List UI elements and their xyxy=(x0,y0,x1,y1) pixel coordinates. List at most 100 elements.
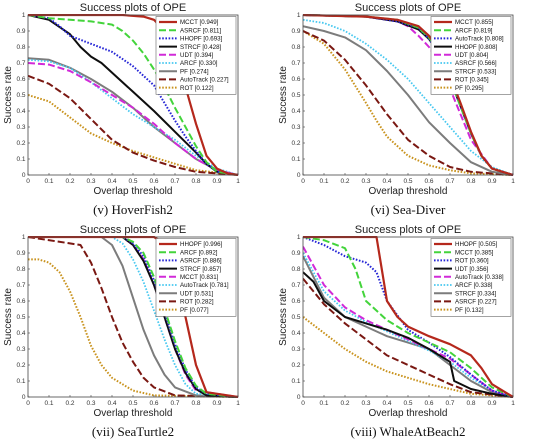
y-tick-label: 0.5 xyxy=(291,92,300,99)
x-tick-label: 0.3 xyxy=(86,400,95,407)
x-tick-label: 0 xyxy=(26,400,30,407)
x-tick-label: 0 xyxy=(26,178,30,185)
y-axis-label: Success rate xyxy=(278,66,289,124)
legend-entry: AutoTrack [0.227] xyxy=(180,77,229,84)
x-tick-label: 0.6 xyxy=(424,178,433,185)
legend-entry: PF [0.295] xyxy=(455,85,484,92)
y-tick-label: 0 xyxy=(22,172,26,179)
series-line xyxy=(303,236,514,398)
x-tick-label: 1 xyxy=(511,178,515,185)
x-tick-label: 0.1 xyxy=(44,178,53,185)
legend-entry: ASRCF [0.227] xyxy=(455,299,497,306)
legend-entry: ARCF [0.819] xyxy=(455,27,493,34)
y-tick-label: 0.1 xyxy=(16,378,25,385)
y-tick-label: 0.4 xyxy=(16,108,25,115)
y-axis-label: Success rate xyxy=(278,288,289,346)
legend-entry: STRCF [0.857] xyxy=(180,266,222,273)
x-tick-label: 1 xyxy=(511,400,515,407)
y-tick-label: 0.8 xyxy=(291,44,300,51)
plot-frame xyxy=(302,236,514,398)
chart-panel-4: Success plots of OPE 0 0.1 0.2 0.3 0.4 0.5 0.6 0… xyxy=(278,224,515,439)
legend-entry: AutoTrack [0.808] xyxy=(455,36,504,43)
x-axis-label: Overlap threshold xyxy=(94,408,173,419)
y-tick-label: 0.9 xyxy=(16,28,25,35)
y-tick-label: 0.9 xyxy=(291,250,300,257)
legend-entry: ROT [0.122] xyxy=(180,85,214,92)
plot-frame xyxy=(302,14,514,176)
panel-caption: (viii) WhaleAtBeach2 xyxy=(351,424,466,439)
series-line xyxy=(28,14,239,176)
x-tick-label: 0.8 xyxy=(191,178,200,185)
y-tick-label: 0.8 xyxy=(16,266,25,273)
y-tick-label: 0.1 xyxy=(291,378,300,385)
x-tick-label: 0.7 xyxy=(170,400,179,407)
series-line xyxy=(28,236,239,398)
y-tick-label: 0 xyxy=(297,172,301,179)
series-line xyxy=(303,277,514,398)
chart-title: Success plots of OPE xyxy=(80,224,186,236)
x-tick-label: 0.2 xyxy=(340,400,349,407)
legend-entry: ARCF [0.892] xyxy=(180,249,218,256)
series-group xyxy=(303,236,514,398)
x-tick-label: 0.9 xyxy=(212,400,221,407)
y-tick-label: 0.2 xyxy=(16,362,25,369)
y-tick-label: 0.6 xyxy=(291,298,300,305)
plot-frame xyxy=(27,14,239,176)
x-tick-label: 0.7 xyxy=(170,178,179,185)
chart-panel-3: Success plots of OPE 0 0.1 0.2 0.3 0.4 0.5 0.6 0… xyxy=(3,224,240,439)
plot-frame xyxy=(27,236,239,398)
y-tick-label: 0.7 xyxy=(16,60,25,67)
x-tick-label: 0.7 xyxy=(445,400,454,407)
series-line xyxy=(28,14,239,176)
x-tick-label: 0.2 xyxy=(65,400,74,407)
legend-entry: AutoTrack [0.338] xyxy=(455,274,504,281)
series-line xyxy=(28,74,239,176)
y-tick-label: 0.9 xyxy=(16,250,25,257)
series-line xyxy=(28,236,239,398)
series-line xyxy=(28,236,239,398)
series-line xyxy=(28,94,239,176)
legend-entry: UDT [0.531] xyxy=(180,290,214,297)
x-tick-label: 1 xyxy=(236,178,240,185)
y-tick-label: 1 xyxy=(297,234,301,241)
series-line xyxy=(28,14,239,176)
y-tick-label: 0.2 xyxy=(291,140,300,147)
x-tick-label: 0.3 xyxy=(86,178,95,185)
y-tick-label: 0.7 xyxy=(291,282,300,289)
legend-entry: PF [0.132] xyxy=(455,307,484,314)
legend-entry: ROT [0.282] xyxy=(180,299,214,306)
series-line xyxy=(303,271,514,398)
chart-title: Success plots of OPE xyxy=(80,2,186,14)
y-tick-label: 0.4 xyxy=(291,330,300,337)
legend-entry: UDT [0.804] xyxy=(455,52,489,59)
x-tick-label: 0.5 xyxy=(403,178,412,185)
x-tick-label: 0.5 xyxy=(128,400,137,407)
legend-entry: MCCT [0.855] xyxy=(455,19,494,26)
chart-panel-2: Success plots of OPE 0 0.1 0.2 0.3 0.4 0.5 0.6 0… xyxy=(278,2,515,217)
legend-entry: HHOPF [0.505] xyxy=(455,241,498,248)
y-tick-label: 0.4 xyxy=(16,330,25,337)
x-tick-label: 0.4 xyxy=(382,400,391,407)
panel-caption: (vii) SeaTurtle2 xyxy=(92,424,174,439)
panel-caption: (v) HoverFish2 xyxy=(93,202,173,217)
x-tick-label: 0.3 xyxy=(361,178,370,185)
legend-entry: HHOPF [0.808] xyxy=(455,44,498,51)
y-tick-label: 0.3 xyxy=(16,124,25,131)
y-tick-label: 0.5 xyxy=(16,314,25,321)
chart-panel-1: Success plots of OPE 0 0.1 0.2 0.3 0.4 0.5 0.6 0… xyxy=(3,2,240,217)
legend-entry: MCCT [0.385] xyxy=(455,249,494,256)
series-group xyxy=(28,14,239,176)
x-tick-label: 0.2 xyxy=(65,178,74,185)
legend-entry: MCCT [0.949] xyxy=(180,19,219,26)
x-tick-label: 0.4 xyxy=(382,178,391,185)
legend: MCCT [0.855]ARCF [0.819] AutoTrack [0.808… xyxy=(430,16,512,95)
legend-entry: ROT [0.360] xyxy=(455,258,489,265)
x-axis-label: Overlap threshold xyxy=(369,408,448,419)
legend-entry: ARCF [0.338] xyxy=(455,282,493,289)
x-tick-label: 0.4 xyxy=(107,400,116,407)
legend: HHOPF [0.505]MCCT [0.385] ROT [0.360]UDT … xyxy=(430,238,512,317)
y-tick-label: 0.4 xyxy=(291,108,300,115)
y-tick-label: 0.3 xyxy=(291,346,300,353)
legend-entry: PF [0.077] xyxy=(180,307,209,314)
y-tick-label: 1 xyxy=(22,234,26,241)
